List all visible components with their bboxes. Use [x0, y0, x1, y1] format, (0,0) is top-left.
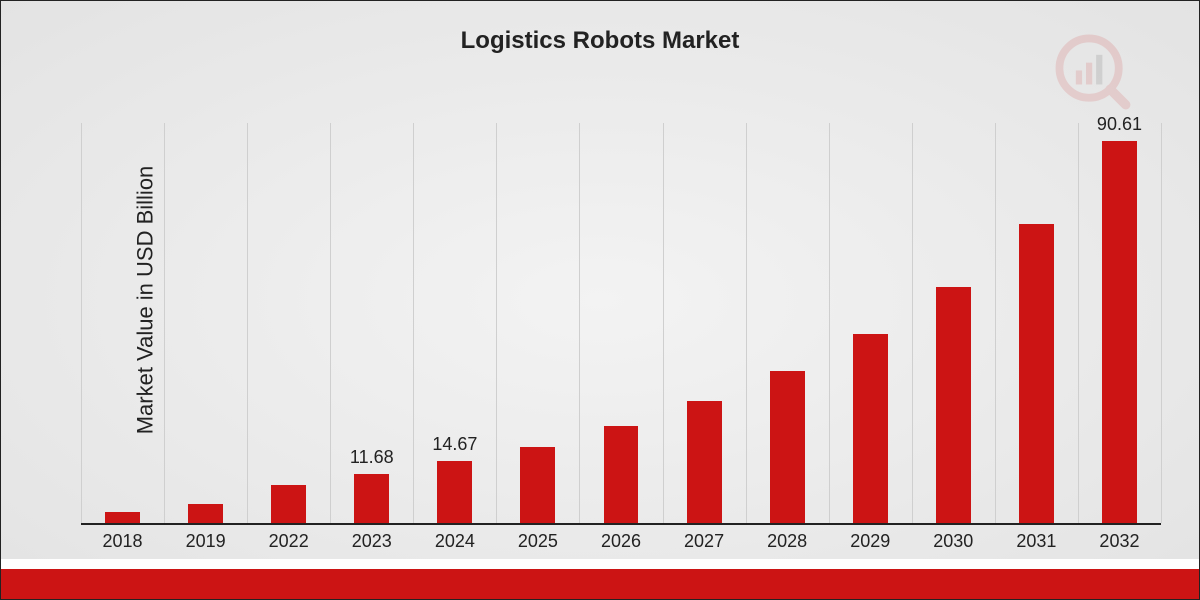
grid-line: [1161, 123, 1162, 523]
grid-line: [1078, 123, 1079, 523]
bar: [437, 461, 472, 523]
bar: [687, 401, 722, 523]
grid-line: [912, 123, 913, 523]
bar: [936, 287, 971, 523]
x-tick-label: 2025: [518, 531, 558, 552]
x-tick-label: 2029: [850, 531, 890, 552]
x-tick-label: 2030: [933, 531, 973, 552]
grid-line: [164, 123, 165, 523]
bar: [1102, 141, 1137, 523]
bar: [1019, 224, 1054, 523]
value-label: 14.67: [432, 434, 477, 455]
grid-line: [579, 123, 580, 523]
value-label: 90.61: [1097, 114, 1142, 135]
bar: [604, 426, 639, 523]
x-tick-label: 2031: [1016, 531, 1056, 552]
bar: [188, 504, 223, 523]
grid-line: [413, 123, 414, 523]
bar: [520, 447, 555, 523]
x-axis-baseline: [81, 523, 1161, 525]
grid-line: [81, 123, 82, 523]
grid-line: [330, 123, 331, 523]
chart-title: Logistics Robots Market: [1, 27, 1199, 55]
x-tick-label: 2026: [601, 531, 641, 552]
grid-line: [663, 123, 664, 523]
grid-line: [995, 123, 996, 523]
grid-line: [247, 123, 248, 523]
chart-container: Logistics Robots Market Market Value in …: [0, 0, 1200, 600]
bar: [853, 334, 888, 523]
bar: [354, 474, 389, 523]
value-label: 11.68: [350, 447, 394, 468]
x-tick-label: 2018: [103, 531, 143, 552]
bar: [271, 485, 306, 523]
x-tick-label: 2019: [186, 531, 226, 552]
x-tick-label: 2032: [1099, 531, 1139, 552]
plot-area: 11.6814.6790.61: [81, 123, 1161, 523]
grid-line: [829, 123, 830, 523]
x-tick-label: 2028: [767, 531, 807, 552]
x-tick-label: 2024: [435, 531, 475, 552]
bar: [105, 512, 140, 523]
grid-line: [496, 123, 497, 523]
bar: [770, 371, 805, 523]
x-tick-label: 2022: [269, 531, 309, 552]
bottom-accent-strip: [1, 559, 1199, 599]
x-tick-label: 2027: [684, 531, 724, 552]
grid-line: [746, 123, 747, 523]
x-tick-label: 2023: [352, 531, 392, 552]
